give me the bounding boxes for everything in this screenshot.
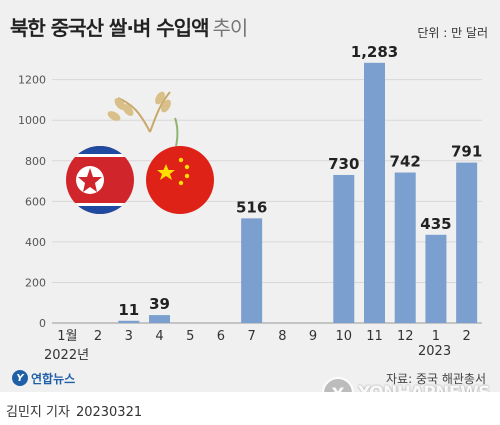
- value-label: 435: [420, 215, 451, 233]
- value-label: 730: [328, 155, 359, 173]
- y-tick-label: 400: [25, 236, 46, 249]
- yonhap-logo-text: 연합뉴스: [31, 371, 76, 386]
- x-tick-label: 11: [366, 329, 383, 344]
- x-tick-label: 5: [186, 329, 194, 344]
- flags-illustration: [66, 91, 214, 214]
- value-label: 791: [451, 143, 482, 161]
- bar: [394, 172, 416, 323]
- year-label-2022: 2022년: [44, 348, 90, 363]
- y-tick-label: 1000: [18, 114, 46, 127]
- x-tick-label: 10: [336, 329, 353, 344]
- bar: [241, 218, 263, 323]
- value-label: 516: [236, 198, 267, 216]
- chart-title: 북한 중국산 쌀·벼 수입액 추이: [10, 12, 249, 41]
- author: 김민지 기자: [6, 405, 70, 420]
- x-tick-label: 1월: [57, 329, 77, 344]
- y-tick-label: 1200: [18, 74, 46, 87]
- x-tick-layer: 1월 2 3 4 5 6 7 8 9 10 11 12 1 2: [57, 329, 471, 344]
- x-tick-label: 1: [432, 329, 440, 344]
- credit-date: 20230321: [75, 405, 143, 420]
- credit-bar: 김민지 기자 20230321: [0, 392, 500, 425]
- bar: [425, 234, 447, 323]
- source-label: 자료: 중국 해관총서: [386, 372, 486, 386]
- title-main: 북한 중국산 쌀·벼 수입액: [10, 16, 209, 40]
- value-label-layer: 11 39 516 730 1,283 742 435 791: [118, 43, 482, 319]
- y-tick-label: 800: [25, 155, 46, 168]
- x-tick-label: 4: [155, 329, 163, 344]
- value-label: 1,283: [351, 43, 398, 61]
- x-tick-label: 2: [463, 329, 471, 344]
- year-label-2023: 2023: [418, 344, 452, 359]
- bar: [118, 320, 140, 323]
- x-tick-label: 8: [278, 329, 286, 344]
- x-tick-label: 9: [309, 329, 317, 344]
- unit-label: 단위 : 만 달러: [417, 26, 488, 40]
- x-tick-label: 6: [217, 329, 225, 344]
- y-tick-label: 200: [25, 276, 46, 289]
- bar-layer: [118, 62, 478, 324]
- bar: [149, 315, 170, 323]
- yonhap-logo: Y 연합뉴스: [12, 369, 75, 387]
- y-tick-label: 0: [39, 317, 46, 330]
- y-tick-layer: 0 200 400 600 800 1000 1200: [18, 74, 46, 330]
- value-label: 11: [118, 301, 139, 319]
- x-tick-label: 7: [248, 329, 256, 344]
- bar: [456, 162, 478, 323]
- credit: 김민지 기자 20230321: [6, 401, 142, 420]
- title-suffix: 추이: [212, 16, 249, 40]
- bar: [364, 62, 385, 324]
- bar: [333, 174, 355, 323]
- x-tick-label: 3: [125, 329, 133, 344]
- x-tick-label: 12: [397, 329, 414, 344]
- value-label: 742: [390, 153, 421, 171]
- y-tick-label: 600: [25, 195, 46, 208]
- x-tick-label: 2: [94, 329, 102, 344]
- value-label: 39: [149, 295, 170, 313]
- yonhap-logo-icon: Y: [12, 370, 28, 386]
